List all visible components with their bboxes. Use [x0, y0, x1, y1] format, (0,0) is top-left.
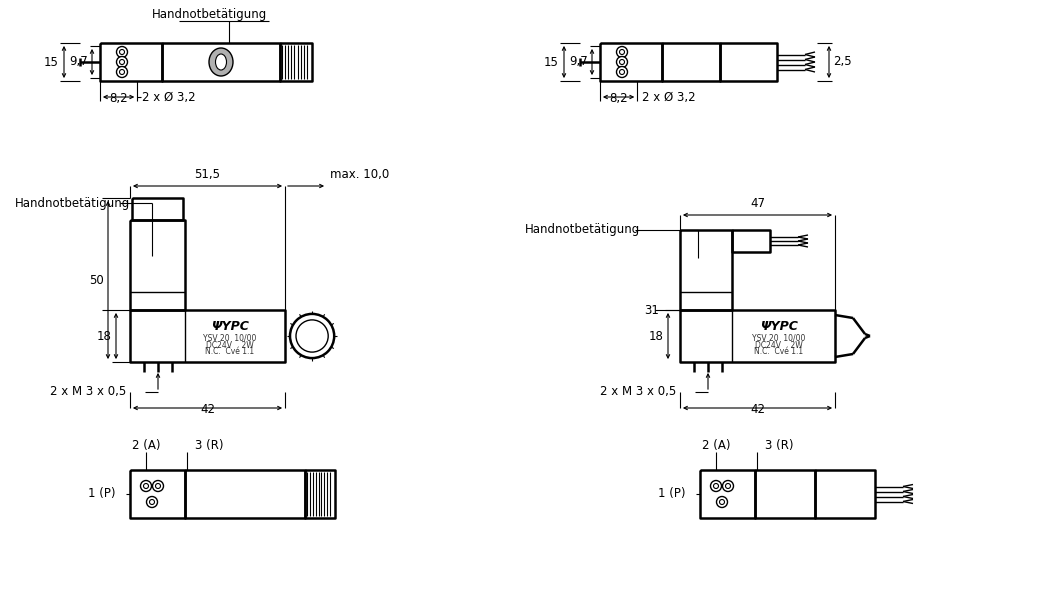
Text: 51,5: 51,5: [195, 168, 220, 181]
Circle shape: [116, 67, 128, 77]
Circle shape: [717, 496, 727, 508]
Text: 42: 42: [750, 403, 765, 416]
Text: 31: 31: [645, 303, 659, 317]
Text: 1 (P): 1 (P): [658, 487, 686, 500]
Circle shape: [119, 49, 125, 55]
Text: Handnotbetätigung: Handnotbetätigung: [15, 196, 130, 209]
Text: 50: 50: [89, 274, 104, 287]
Circle shape: [119, 60, 125, 64]
Circle shape: [296, 320, 328, 352]
Circle shape: [619, 70, 625, 74]
Text: 2 x M 3 x 0,5: 2 x M 3 x 0,5: [50, 386, 126, 399]
Circle shape: [153, 481, 163, 491]
Circle shape: [119, 70, 125, 74]
Circle shape: [725, 484, 730, 488]
Text: Handnotbetätigung: Handnotbetätigung: [525, 224, 640, 236]
Text: ΨYPC: ΨYPC: [211, 320, 249, 333]
Circle shape: [722, 481, 734, 491]
Circle shape: [616, 67, 628, 77]
Circle shape: [155, 484, 160, 488]
Circle shape: [619, 60, 625, 64]
Text: 15: 15: [544, 55, 559, 68]
Circle shape: [116, 46, 128, 58]
Text: 1 (P): 1 (P): [88, 487, 116, 500]
Circle shape: [147, 496, 157, 508]
Text: 2 (A): 2 (A): [702, 439, 730, 452]
Text: 2 x M 3 x 0,5: 2 x M 3 x 0,5: [601, 386, 676, 399]
Ellipse shape: [209, 48, 233, 76]
Text: 9,7: 9,7: [69, 55, 88, 68]
Text: 42: 42: [200, 403, 215, 416]
Text: 2 x Ø 3,2: 2 x Ø 3,2: [642, 90, 696, 104]
Text: 2 (A): 2 (A): [132, 439, 160, 452]
Circle shape: [714, 484, 719, 488]
Circle shape: [619, 49, 625, 55]
Text: max. 10,0: max. 10,0: [330, 168, 389, 181]
Text: N.C.  Cvé 1.1: N.C. Cvé 1.1: [754, 347, 803, 356]
Text: 8,2: 8,2: [109, 92, 128, 105]
Text: YSV 20  10/00: YSV 20 10/00: [203, 334, 257, 343]
Text: 18: 18: [649, 330, 664, 343]
Text: 3 (R): 3 (R): [765, 439, 793, 452]
Text: 15: 15: [44, 55, 59, 68]
Circle shape: [144, 484, 149, 488]
Circle shape: [150, 499, 154, 505]
Circle shape: [711, 481, 721, 491]
Circle shape: [616, 46, 628, 58]
Text: N.C.  Cvé 1.1: N.C. Cvé 1.1: [205, 347, 255, 356]
Text: DC24V    2W: DC24V 2W: [755, 340, 803, 349]
Circle shape: [290, 314, 334, 358]
Text: 8,2: 8,2: [609, 92, 628, 105]
Circle shape: [116, 57, 128, 67]
Text: 3 (R): 3 (R): [195, 439, 223, 452]
Circle shape: [720, 499, 724, 505]
Circle shape: [616, 57, 628, 67]
Text: 2 x Ø 3,2: 2 x Ø 3,2: [143, 90, 196, 104]
Text: DC24V    2W: DC24V 2W: [206, 340, 254, 349]
Text: YSV 20  10/00: YSV 20 10/00: [751, 334, 805, 343]
Text: 18: 18: [97, 330, 112, 343]
Text: 47: 47: [750, 197, 765, 210]
Ellipse shape: [216, 54, 226, 70]
Text: 2,5: 2,5: [833, 55, 852, 68]
Circle shape: [140, 481, 152, 491]
Text: Handnotbetätigung: Handnotbetätigung: [152, 8, 267, 21]
Text: ΨYPC: ΨYPC: [760, 320, 798, 333]
Text: 9,7: 9,7: [569, 55, 588, 68]
